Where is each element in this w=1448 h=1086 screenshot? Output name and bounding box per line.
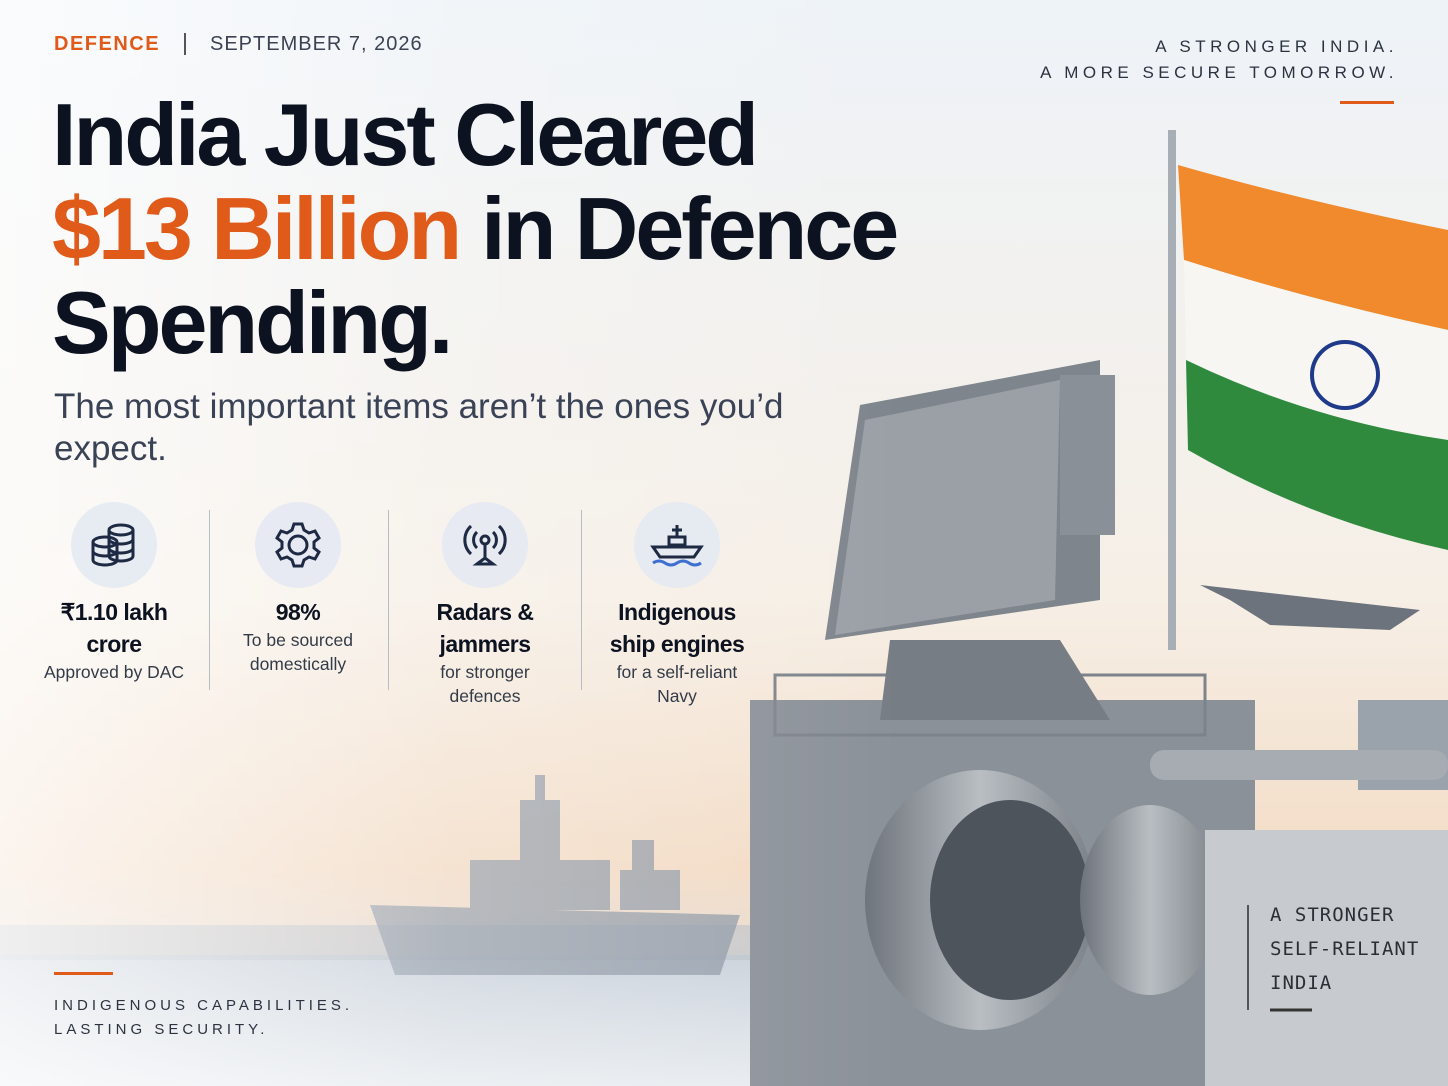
headline-line: Spending. <box>52 273 453 372</box>
stat-caption: for a self-reliant Navy <box>616 662 738 706</box>
stat-icon <box>71 502 157 588</box>
stat-caption: Approved by DAC <box>43 662 185 682</box>
stat-icon <box>255 502 341 588</box>
stat-icon <box>634 502 720 588</box>
stat: 98% To be sourced domestically <box>208 502 388 676</box>
stat: Radars & jammers for stronger defences <box>395 502 575 708</box>
stat-caption: To be sourced domestically <box>243 630 353 674</box>
tagline: A STRONGER INDIA. A MORE SECURE TOMORROW. <box>1040 34 1398 86</box>
tagline-line: A STRONGER INDIA. <box>1155 37 1398 56</box>
stat-title: 98% <box>275 599 321 625</box>
divider <box>209 510 210 690</box>
headline-line: India Just Cleared <box>52 85 759 184</box>
headline-highlight: $13 Billion <box>52 179 462 278</box>
plate-text: A STRONGER SELF-RELIANT INDIA <box>1270 898 1419 1000</box>
divider <box>388 510 389 690</box>
plate-line: INDIA <box>1270 972 1333 994</box>
footer: INDIGENOUS CAPABILITIES. LASTING SECURITY… <box>54 994 353 1042</box>
accent-line <box>1340 101 1394 104</box>
plate-line: A STRONGER <box>1270 904 1395 926</box>
subtitle: The most important items aren’t the ones… <box>54 387 784 468</box>
divider <box>581 510 582 690</box>
accent-line <box>54 972 113 975</box>
stat: Indigenous ship engines for a self-relia… <box>587 502 767 708</box>
stat: ₹1.10 lakh crore Approved by DAC <box>24 502 204 684</box>
stat-title: Indigenous ship engines <box>609 599 745 657</box>
stat-icon <box>442 502 528 588</box>
stat-title: Radars & jammers <box>436 599 534 657</box>
headline: India Just Cleared $13 Billion in Defence… <box>52 85 899 372</box>
stat-title: ₹1.10 lakh crore <box>60 599 168 657</box>
footer-line: INDIGENOUS CAPABILITIES. <box>54 997 354 1014</box>
stat-caption: for stronger defences <box>440 662 530 706</box>
headline-text: in Defence <box>481 179 899 278</box>
plate-line: SELF-RELIANT <box>1270 938 1420 960</box>
headline-line: $13 Billion in Defence <box>52 179 899 278</box>
date: SEPTEMBER 7, 2026 <box>184 33 423 55</box>
footer-line: LASTING SECURITY. <box>54 1021 269 1038</box>
tagline-line: A MORE SECURE TOMORROW. <box>1040 63 1398 82</box>
category: DEFENCE <box>54 33 161 55</box>
